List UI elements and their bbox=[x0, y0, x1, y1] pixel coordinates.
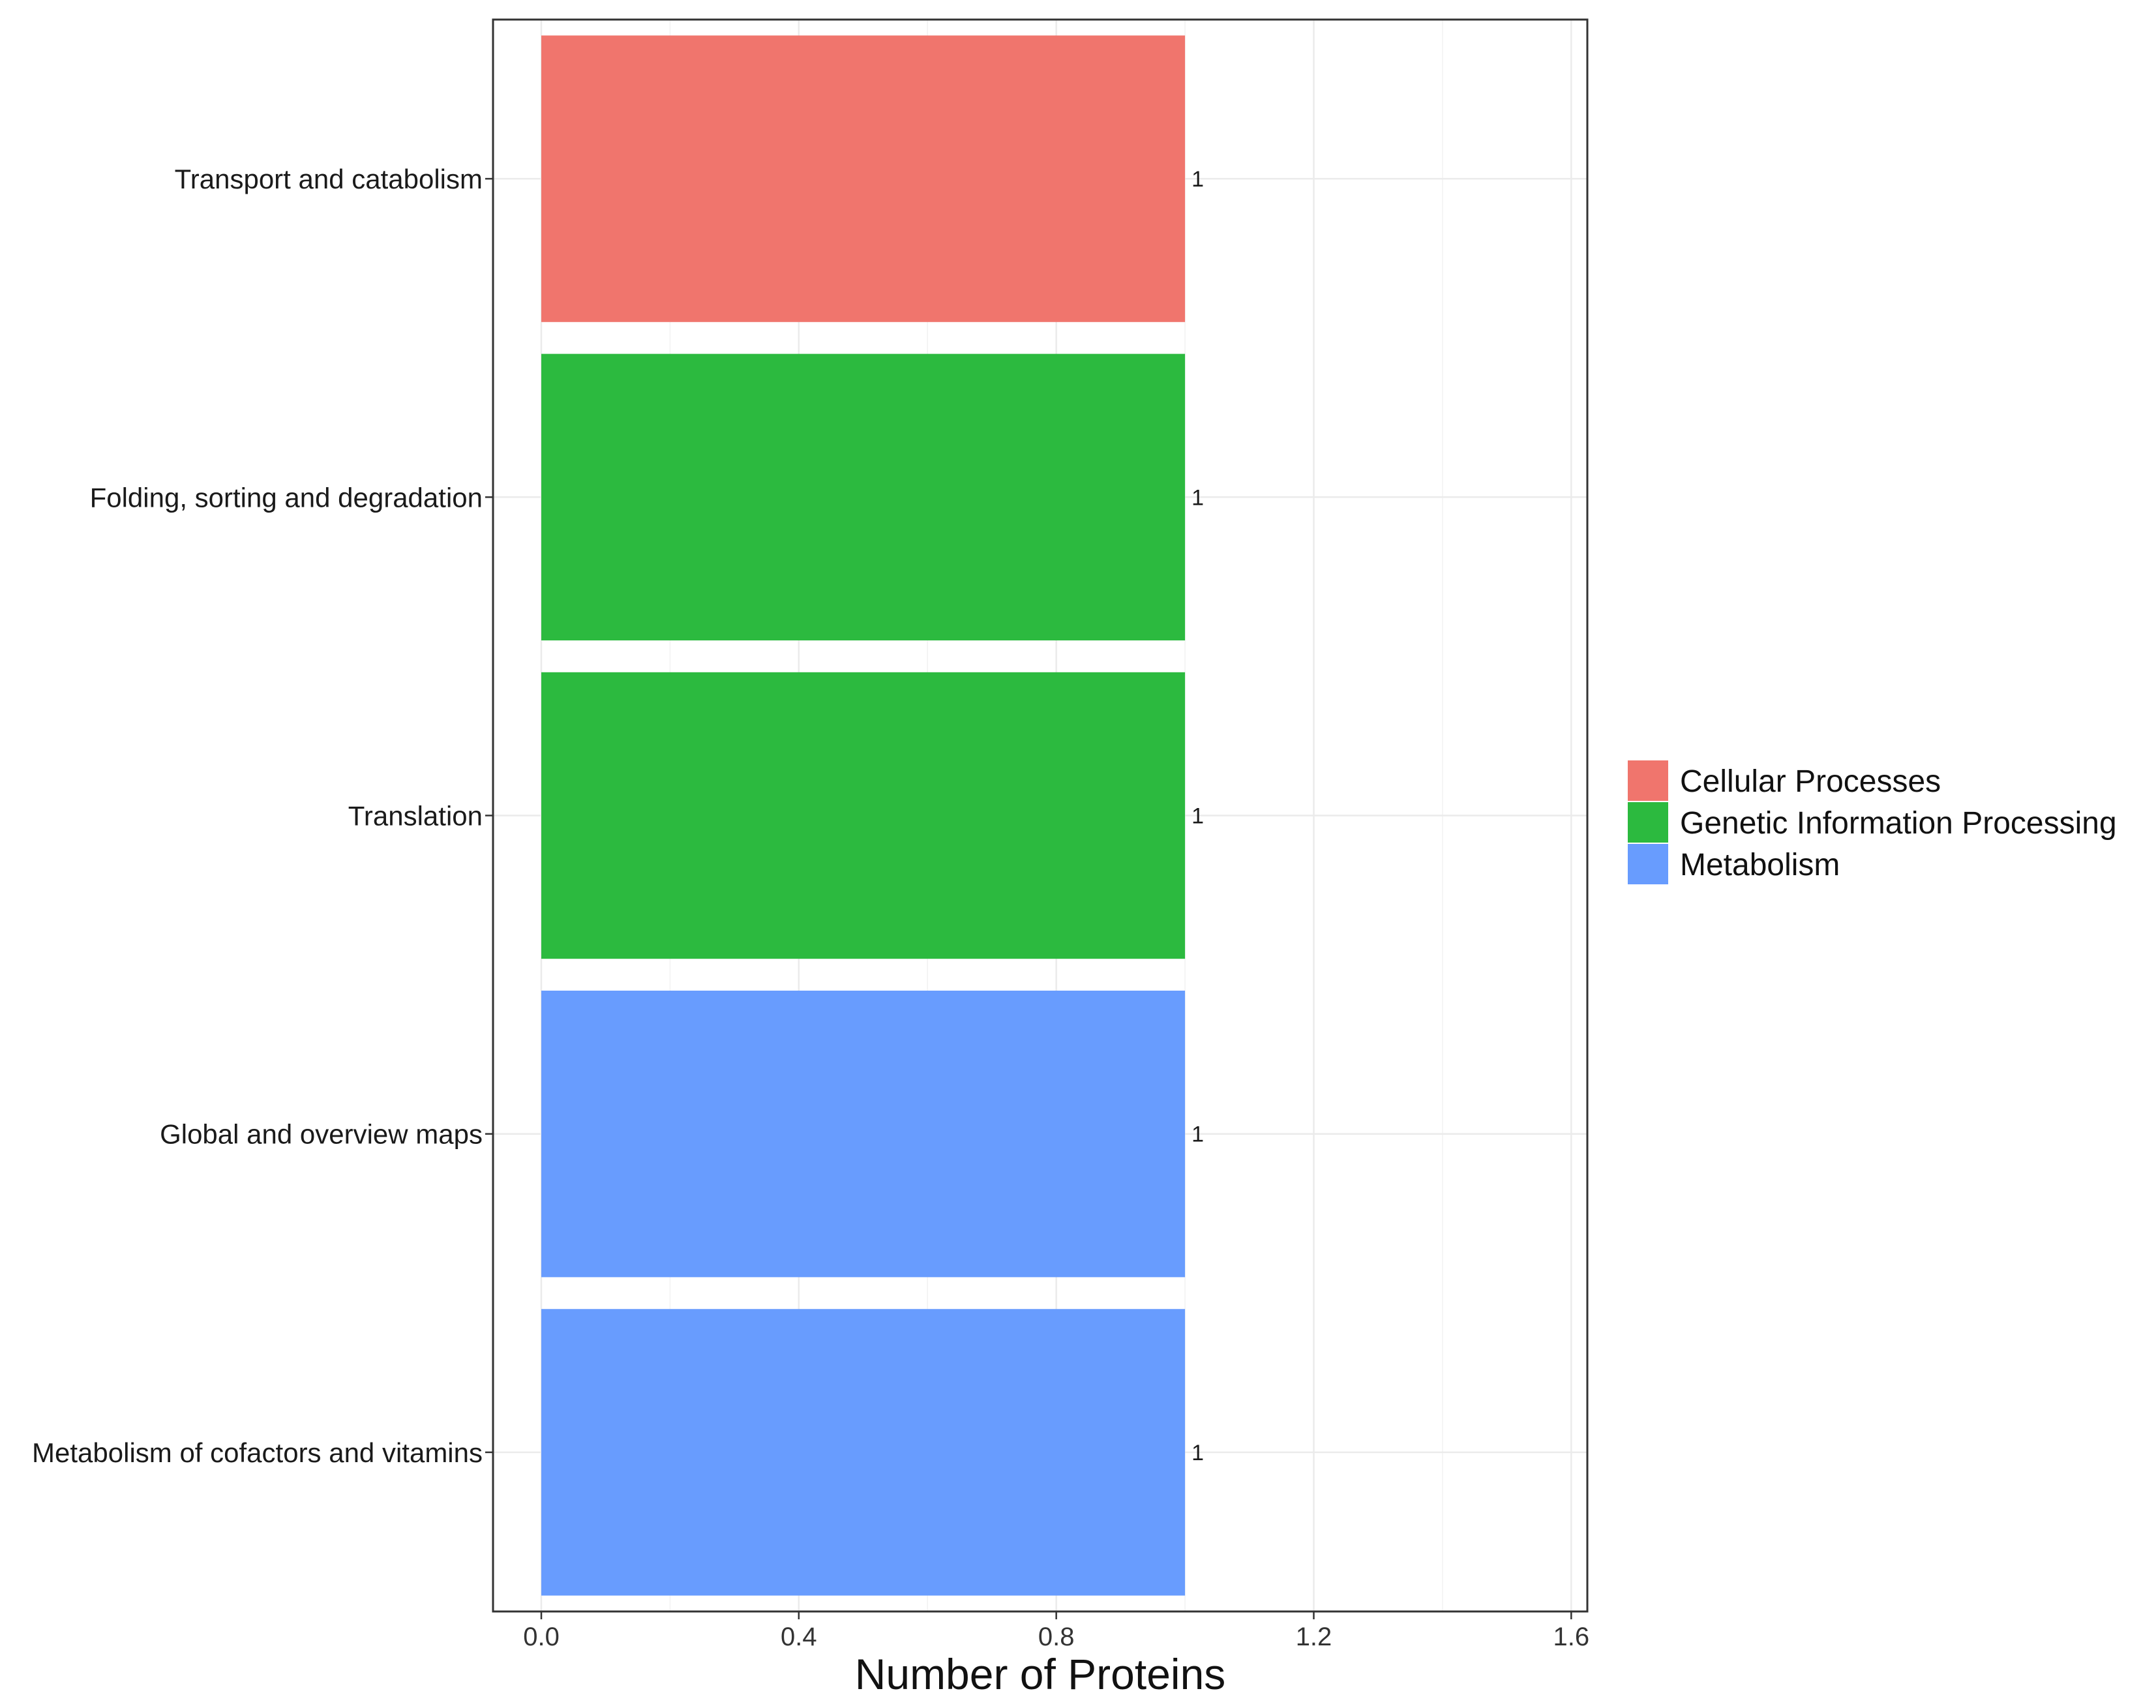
data-label: 1 bbox=[1191, 1441, 1204, 1465]
data-label: 1 bbox=[1191, 804, 1204, 829]
x-tick-label: 0.0 bbox=[523, 1623, 560, 1651]
bar bbox=[541, 35, 1186, 322]
y-tick-label: Transport and catabolism bbox=[175, 164, 483, 194]
bar bbox=[541, 1309, 1186, 1596]
y-tick-label: Folding, sorting and degradation bbox=[90, 482, 483, 513]
legend-label: Metabolism bbox=[1680, 848, 1840, 882]
legend-key bbox=[1628, 844, 1668, 884]
y-axis: Transport and catabolism Folding, sorting… bbox=[32, 164, 493, 1468]
x-axis: 0.0 0.4 0.8 1.2 1.6 bbox=[523, 1611, 1589, 1651]
y-tick-label: Metabolism of cofactors and vitamins bbox=[32, 1437, 483, 1468]
data-labels: 1 1 1 1 1 bbox=[1191, 167, 1204, 1465]
legend-key bbox=[1628, 802, 1668, 843]
x-tick-label: 1.6 bbox=[1553, 1623, 1590, 1651]
x-tick-label: 1.2 bbox=[1296, 1623, 1332, 1651]
y-tick-label: Global and overview maps bbox=[160, 1119, 483, 1150]
bar bbox=[541, 991, 1186, 1278]
legend-key bbox=[1628, 760, 1668, 801]
x-tick-label: 0.8 bbox=[1038, 1623, 1075, 1651]
y-tick-label: Translation bbox=[348, 801, 483, 832]
bar bbox=[541, 672, 1186, 959]
data-label: 1 bbox=[1191, 485, 1204, 510]
bars bbox=[541, 35, 1186, 1596]
legend: Cellular Processes Genetic Information Pr… bbox=[1628, 760, 2117, 884]
data-label: 1 bbox=[1191, 1122, 1204, 1147]
legend-label: Genetic Information Processing bbox=[1680, 806, 2117, 841]
data-label: 1 bbox=[1191, 167, 1204, 192]
legend-label: Cellular Processes bbox=[1680, 764, 1941, 799]
x-tick-label: 0.4 bbox=[781, 1623, 817, 1651]
x-axis-title: Number of Proteins bbox=[855, 1650, 1226, 1698]
bar bbox=[541, 353, 1186, 640]
